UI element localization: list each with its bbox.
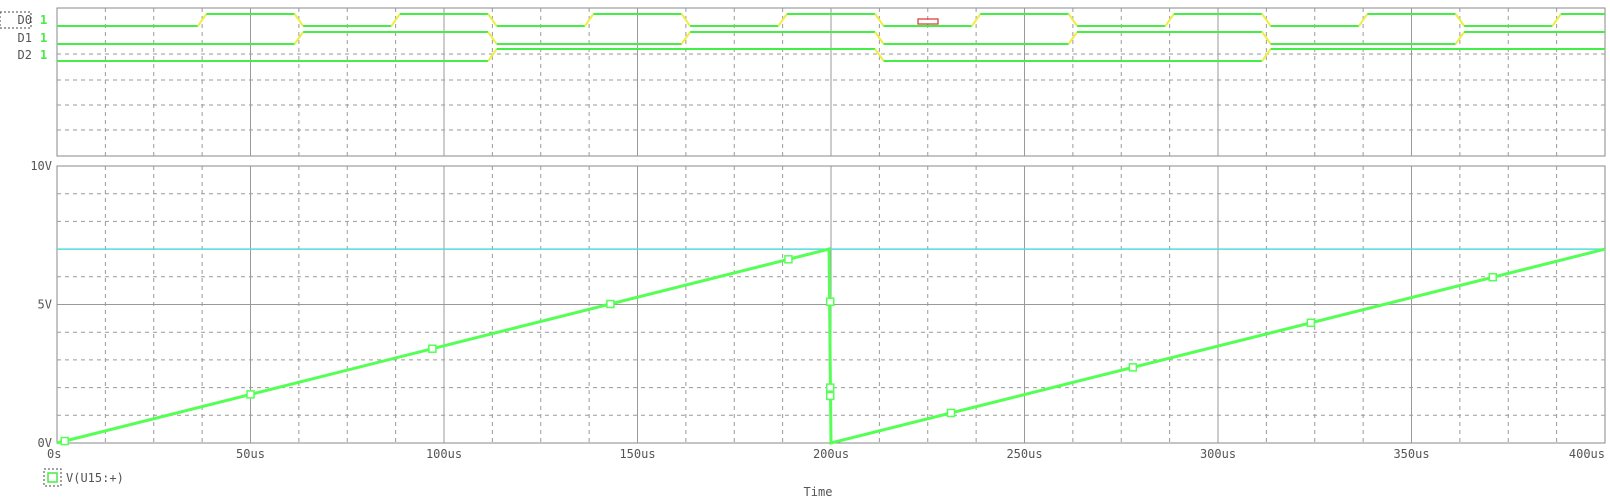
signal-name-d2[interactable]: D2 [18,48,32,62]
signal-transition-edge [874,13,885,27]
x-tick-label: 250us [1006,447,1042,461]
signal-transition-edge [197,13,208,27]
digital-grid [57,8,1605,156]
signal-transition-edge [487,13,498,27]
x-tick-label: 100us [426,447,462,461]
signal-transition-edge [680,13,691,27]
signal-transition-edge [1067,13,1078,27]
signal-transition-edge [293,13,304,27]
x-axis-label: Time [804,485,833,499]
signal-transition-edge [874,48,885,62]
signal-transition-edge [1551,13,1562,27]
signal-transition-edge [293,31,304,45]
series-marker [1128,363,1138,372]
signal-name-d0[interactable]: D0 [18,13,32,27]
signal-transition-edge [1454,13,1465,27]
signal-transition-edge [487,48,498,62]
analog-tick-labels: 0s 50us 100us 150us 200us 250us 300us 350us 400u… [30,159,1605,461]
series-marker [825,383,835,392]
x-tick-label: 0s [47,447,61,461]
y-tick-label: 10V [30,159,52,173]
signal-transition-edge [874,31,885,45]
series-trace-v-u15 [56,247,1606,445]
signal-transition-edge [1261,31,1272,45]
x-tick-label: 300us [1200,447,1236,461]
x-tick-label: 350us [1393,447,1429,461]
legend-marker-icon [47,472,58,483]
series-marker [60,436,69,446]
legend-label[interactable]: V(U15:+) [66,471,124,485]
signal-name-d1[interactable]: D1 [18,31,32,45]
signal-transition-edge [680,31,691,45]
x-tick-label: 400us [1569,447,1605,461]
signal-transition-edge [777,13,788,27]
digital-signal-labels: D0 1 D1 1 D2 1 [0,11,47,62]
signal-transition-edge [971,13,982,27]
signal-transition-edge [584,13,595,27]
series-marker [825,297,835,306]
signal-transition-edge [1261,48,1272,62]
x-tick-label: 150us [619,447,655,461]
digital-traces [57,13,1605,62]
series-marker [606,299,615,309]
signal-transition-edge [1261,13,1272,27]
signal-transition-edge [1067,31,1078,45]
series-marker [1306,318,1316,328]
legend-box[interactable] [43,468,62,487]
series-marker [784,255,793,264]
series-marker [825,391,835,401]
series-markers [60,255,1498,446]
cursor-marker[interactable] [917,18,939,25]
series-marker [1488,272,1498,282]
signal-transition-edge [1164,13,1175,27]
signal-value-d2: 1 [40,48,47,62]
y-tick-label: 5V [38,298,52,312]
signal-transition-edge [390,13,401,27]
series-marker [246,390,255,399]
signal-transition-edge [487,31,498,45]
y-tick-label: 0V [38,436,52,450]
signal-transition-edge [1358,13,1369,27]
signal-value-d1: 1 [40,31,47,45]
series-marker [428,344,437,353]
signal-value-d0: 1 [40,13,47,27]
signal-transition-edge [1454,31,1465,45]
x-tick-label: 50us [236,447,265,461]
series-marker [946,408,956,418]
x-tick-label: 200us [813,447,849,461]
